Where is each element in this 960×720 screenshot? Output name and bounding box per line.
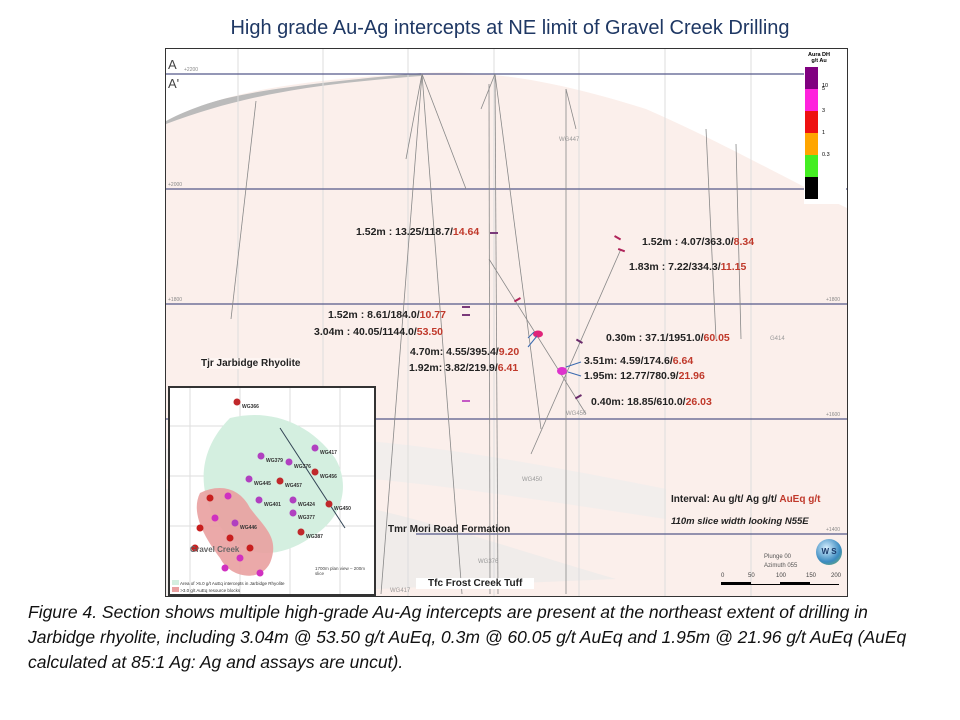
inset-hole-label: WG377 xyxy=(298,515,315,521)
inset-hole-label: WG401 xyxy=(264,502,281,508)
inset-hole-marker xyxy=(211,514,219,522)
hole-label: WG456 xyxy=(566,411,587,417)
elevation-lines xyxy=(166,73,847,535)
legend-bin: 1 xyxy=(805,130,843,155)
intercept-label: 0.30m : 37.1/1951.0/60.05 xyxy=(606,332,730,344)
scale-bar: 0 50 100 150 200 xyxy=(721,573,841,585)
inset-hole-marker xyxy=(285,458,293,466)
figure-caption: Figure 4. Section shows multiple high-gr… xyxy=(28,602,907,672)
inset-hole-label: WG417 xyxy=(320,450,337,456)
unit-label-frost-creek-tuff: Tfc Frost Creek Tuff xyxy=(416,578,535,589)
inset-hole-marker xyxy=(231,519,239,527)
inset-plan-map: Gravel Creek 1700m plan view – 200m slic… xyxy=(168,386,376,596)
inset-hole-marker xyxy=(196,524,204,532)
unit-label-jarbidge-rhyolite: Tjr Jarbidge Rhyolite xyxy=(201,358,301,369)
inset-hole-marker xyxy=(236,554,244,562)
inset-hole-marker xyxy=(297,528,305,536)
inset-hole-label: WG457 xyxy=(285,483,302,489)
hole-label: WG417 xyxy=(390,588,411,594)
hole-label: WG447 xyxy=(559,137,580,143)
inset-hole-marker xyxy=(221,564,229,572)
inset-hole-label: WG445 xyxy=(254,481,271,487)
intercept-marks xyxy=(462,232,626,402)
intercept-label: 1.52m : 13.25/118.7/14.64 xyxy=(356,226,480,238)
inset-hole-label: WG366 xyxy=(242,404,259,410)
inset-hole-label: WG424 xyxy=(298,502,315,508)
inset-hole-marker xyxy=(276,477,284,485)
elevation-label: +1800 xyxy=(826,297,841,303)
drill-holes xyxy=(230,73,742,595)
inset-hole-label: WG446 xyxy=(240,525,257,531)
legend-bin: 0.3 xyxy=(805,152,843,177)
intercept-label: 1.83m : 7.22/334.3/11.15 xyxy=(629,261,747,273)
inset-hole-marker xyxy=(191,544,199,552)
elevation-label: +1600 xyxy=(826,412,841,418)
cross-section: A A' +2200 +2000 +1800 +1800 +1600 +1400… xyxy=(165,48,848,597)
inset-hole-marker xyxy=(233,398,241,406)
callout-arrows xyxy=(527,331,582,377)
inset-legend: Area of >5.0 g/t AuEq intercepts in Jarb… xyxy=(172,580,284,594)
legend-bin: 10 xyxy=(805,67,843,89)
intercept-label: 1.52m : 8.61/184.0/10.77 xyxy=(328,309,446,321)
unit-label-mori-road: Tmr Mori Road Formation xyxy=(388,524,511,535)
section-label-a: A xyxy=(168,57,177,72)
hole-label: G414 xyxy=(770,336,785,342)
inset-hole-marker xyxy=(246,544,254,552)
azimuth-label: Azimuth 055 xyxy=(764,563,798,569)
figure-title: High grade Au-Ag intercepts at NE limit … xyxy=(230,17,790,39)
inset-hole-label: WG379 xyxy=(266,458,283,464)
inset-hole-marker xyxy=(255,496,263,504)
slice-note: 110m slice width looking N55E xyxy=(671,516,809,527)
inset-hole-marker xyxy=(206,494,214,502)
inset-hole-label: WG387 xyxy=(306,534,323,540)
elevation-label: +1400 xyxy=(826,527,841,533)
inset-hole-label: WG376 xyxy=(294,464,311,470)
intercept-label: 1.95m: 12.77/780.9/21.96 xyxy=(584,370,705,382)
inset-place-label: Gravel Creek xyxy=(190,545,240,554)
inset-hole-marker xyxy=(311,468,319,476)
intercept-label: 1.52m : 4.07/363.0/8.34 xyxy=(642,236,755,248)
intercept-label: 3.04m : 40.05/1144.0/53.50 xyxy=(314,326,444,338)
hole-label: WG376 xyxy=(478,559,499,565)
legend-bin: 3 xyxy=(805,108,843,133)
intercept-label: 1.92m: 3.82/219.9/6.41 xyxy=(409,362,519,374)
legend-title: Aura DH g/t Au xyxy=(807,52,830,64)
inset-hole-marker xyxy=(256,569,264,577)
inset-hole-label: WG450 xyxy=(334,506,351,512)
legend-bin: 5 xyxy=(805,86,843,111)
elevation-label: +2000 xyxy=(168,182,183,188)
orientation-compass-icon: W S xyxy=(816,539,842,565)
elevation-label: +2200 xyxy=(184,67,199,73)
legend-bin xyxy=(805,177,843,199)
inset-hole-marker xyxy=(245,475,253,483)
inset-hole-marker xyxy=(224,492,232,500)
inset-hole-marker xyxy=(226,534,234,542)
inset-hole-marker xyxy=(257,452,265,460)
elevation-label: +1800 xyxy=(168,297,183,303)
grade-legend: Aura DH g/t Au 10 5 3 1 0.3 xyxy=(804,49,846,204)
inset-hole-marker xyxy=(325,500,333,508)
section-label-a-prime: A' xyxy=(168,76,180,91)
interval-key: Interval: Au g/t/ Ag g/t/ AuEq g/t xyxy=(671,494,821,505)
plunge-label: Plunge 00 xyxy=(764,554,792,560)
inset-view-note: 1700m plan view – 200m slice xyxy=(315,566,366,576)
inset-hole-marker xyxy=(289,496,297,504)
intercept-label: 3.51m: 4.59/174.6/6.64 xyxy=(584,355,694,367)
intercept-label: 4.70m: 4.55/395.4/9.20 xyxy=(410,346,520,358)
hole-label: WG450 xyxy=(522,477,543,483)
intercept-label: 0.40m: 18.85/610.0/26.03 xyxy=(591,396,712,408)
inset-hole-label: WG456 xyxy=(320,474,337,480)
inset-hole-marker xyxy=(289,509,297,517)
inset-hole-marker xyxy=(311,444,319,452)
